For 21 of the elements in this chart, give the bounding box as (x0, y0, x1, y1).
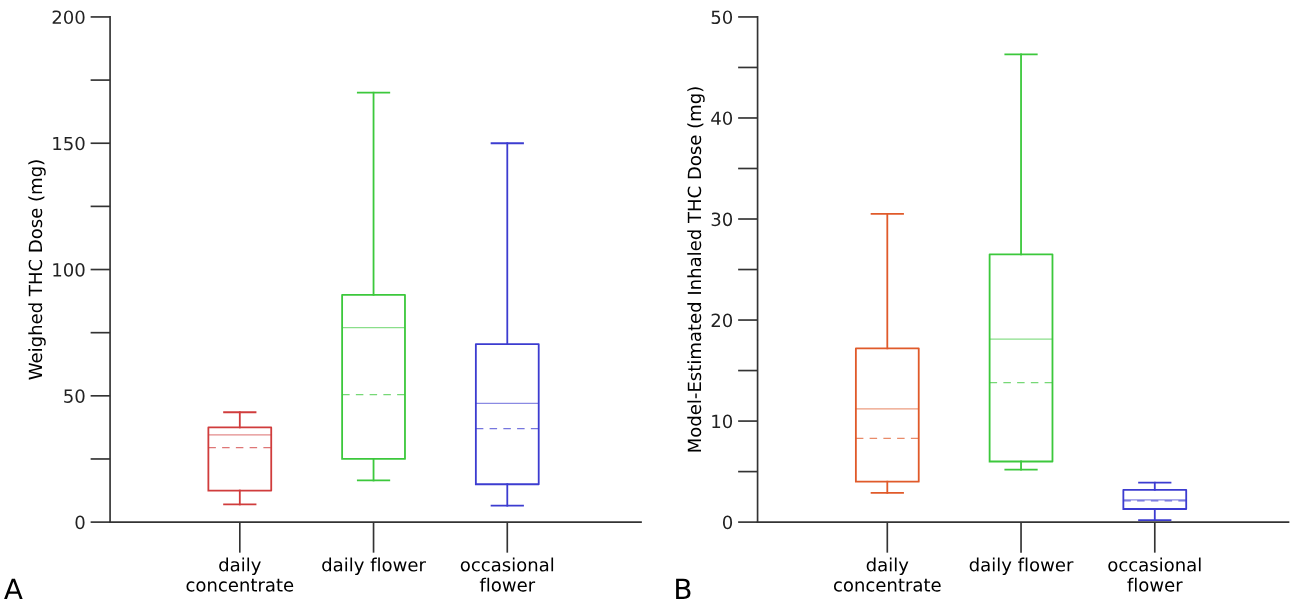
y-tick-label: 50 (64, 389, 85, 403)
y-tick-label: 40 (711, 111, 733, 126)
y-tick-label: 20 (711, 313, 733, 328)
y-axis-title: Model-Estimated Inhaled THC Dose (mg) (687, 87, 705, 452)
y-tick-label: 10 (712, 414, 733, 429)
x-tick-label: daily flower (969, 557, 1074, 576)
x-tick-label: occasional flower (1108, 557, 1201, 592)
x-tick-label: daily flower (322, 557, 426, 576)
x-tick-label: daily concentrate (186, 557, 294, 592)
x-tick-label: occasional flower (460, 557, 554, 592)
y-tick-label: 100 (53, 262, 85, 277)
y-axis-title: Weighed THC Dose (mg) (28, 160, 46, 380)
text: B (676, 578, 691, 599)
y-tick-label: 0 (722, 515, 733, 530)
y-tick-label: 30 (711, 212, 733, 227)
y-tick-label: 50 (711, 10, 733, 25)
y-tick-label: 150 (53, 136, 85, 151)
x-tick-label: daily concentrate (833, 557, 941, 592)
y-tick-label: 200 (52, 10, 85, 25)
text: A (4, 578, 23, 599)
y-tick-label: 0 (75, 515, 85, 530)
